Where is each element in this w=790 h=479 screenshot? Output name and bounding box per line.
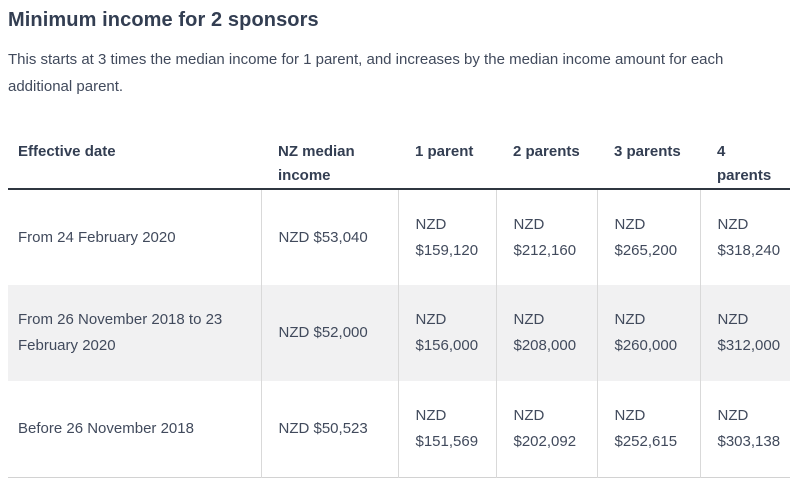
table-row: From 26 November 2018 to 23 February 202… (8, 285, 790, 381)
cell-2-parents: NZD $208,000 (495, 285, 597, 381)
cell-2-parents: NZD $212,160 (495, 189, 597, 285)
cell-effective-date: From 24 February 2020 (18, 228, 176, 246)
column-header-nz-median-income: NZ median income (261, 131, 398, 190)
cell-effective-date: Before 26 November 2018 (18, 419, 194, 437)
cell-median-income: NZD $52,000 (260, 285, 398, 381)
page-title: Minimum income for 2 sponsors (8, 9, 319, 31)
table-header: Effective date NZ median income 1 parent… (8, 131, 790, 190)
cell-2-parents: NZD $202,092 (495, 381, 597, 477)
cell-3-parents: NZD $252,615 (596, 381, 700, 477)
cell-4-parents: NZD $318,240 (699, 189, 790, 285)
table-body: From 24 February 2020 NZD $53,040 NZD $1… (8, 189, 790, 477)
column-header-1-parent: 1 parent (398, 131, 496, 190)
column-header-2-parents: 2 parents (496, 131, 597, 190)
cell-effective-date: From 26 November 2018 to 23 February 202… (18, 311, 223, 354)
content-page: Minimum income for 2 sponsors This start… (0, 8, 790, 479)
cell-4-parents: NZD $303,138 (699, 381, 790, 477)
minimum-income-table: Effective date NZ median income 1 parent… (8, 131, 790, 478)
cell-1-parent: NZD $159,120 (397, 189, 496, 285)
column-header-3-parents: 3 parents (597, 131, 700, 190)
cell-median-income: NZD $50,523 (260, 381, 398, 477)
table-row: From 24 February 2020 NZD $53,040 NZD $1… (8, 189, 790, 285)
header-row: Effective date NZ median income 1 parent… (8, 131, 790, 190)
cell-median-income: NZD $53,040 (260, 189, 398, 285)
column-header-effective-date: Effective date (8, 131, 261, 190)
column-header-4-parents-label: 4 parents (717, 143, 772, 184)
cell-3-parents: NZD $265,200 (596, 189, 700, 285)
table-row: Before 26 November 2018 NZD $50,523 NZD … (8, 381, 790, 477)
column-header-4-parents: 4 parents (700, 131, 790, 190)
cell-4-parents: NZD $312,000 (699, 285, 790, 381)
intro-text: This starts at 3 times the median income… (8, 51, 724, 95)
cell-1-parent: NZD $156,000 (397, 285, 496, 381)
cell-1-parent: NZD $151,569 (397, 381, 496, 477)
cell-3-parents: NZD $260,000 (596, 285, 700, 381)
